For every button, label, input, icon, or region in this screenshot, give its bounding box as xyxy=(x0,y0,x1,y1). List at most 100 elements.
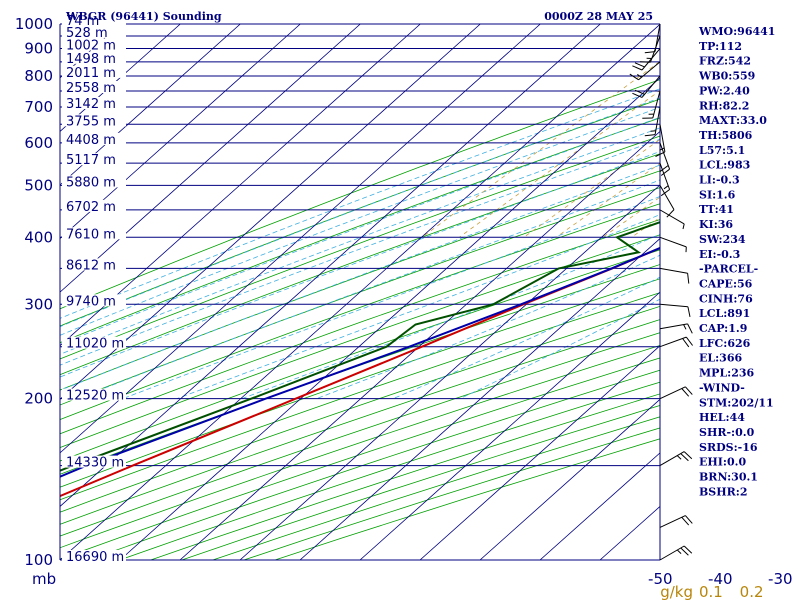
height-label-bg xyxy=(62,199,126,212)
mixing-ratio-tick-label: 0.2 xyxy=(740,583,764,600)
stability-index: -WIND- xyxy=(699,381,745,394)
mixing-ratio-line xyxy=(523,138,660,238)
wind-barb-staff xyxy=(659,323,688,330)
stability-index: CAP:1.9 xyxy=(699,322,747,335)
wind-barb-flag xyxy=(644,134,656,137)
pressure-label: 700 xyxy=(24,98,53,116)
isotherm xyxy=(479,398,660,560)
wind-barb-flag xyxy=(655,151,666,157)
stability-index: PW:2.40 xyxy=(699,84,750,97)
height-label: 12520 m xyxy=(66,389,124,404)
wind-barb-flag xyxy=(660,168,670,176)
stability-index: STM:202/11 xyxy=(699,396,774,409)
dewpoint-line xyxy=(60,221,660,472)
height-label: 1002 m xyxy=(66,39,116,54)
sounding-time: 0000Z 28 MAY 25 xyxy=(544,10,653,23)
stability-index: LCL:983 xyxy=(699,159,750,172)
dry-adiabat xyxy=(119,381,660,560)
isotherm xyxy=(60,24,660,560)
height-label: 11020 m xyxy=(66,337,124,352)
height-label: 74 m xyxy=(66,14,99,29)
moist-adiabat xyxy=(77,179,660,399)
wind-barb-staff xyxy=(659,545,685,561)
height-label-bg xyxy=(62,51,126,64)
wind-barb-flag xyxy=(644,51,656,54)
stability-index: TT:41 xyxy=(699,203,734,216)
height-label-bg xyxy=(62,81,126,93)
mixing-ratio-unit-label: g/kg xyxy=(660,583,693,600)
height-labels: 16690 m 14330 m 12520 m 11020 m 9740 m 8612 m… xyxy=(62,14,126,565)
isotherm xyxy=(60,24,541,454)
height-label-bg xyxy=(62,455,126,468)
wind-barb xyxy=(655,124,666,157)
wind-barb-half-flag xyxy=(659,147,665,151)
height-label-bg xyxy=(62,175,126,188)
temperature-axis-labels: -50-40-30-20-10010203040C xyxy=(648,570,793,588)
isotherm xyxy=(179,130,660,560)
stability-index: CINH:76 xyxy=(699,292,753,305)
stability-index: KI:36 xyxy=(699,218,733,231)
wind-barb-half-flag xyxy=(663,185,669,190)
pressure-label: 600 xyxy=(24,134,53,152)
pressure-label: 500 xyxy=(24,176,53,194)
wind-barb-flag xyxy=(666,209,675,218)
height-label: 9740 m xyxy=(66,294,116,309)
wind-barb xyxy=(659,185,675,218)
isotherm xyxy=(119,77,660,560)
temperature-tick-label: -50 xyxy=(648,570,673,588)
wind-barb xyxy=(659,451,693,467)
height-label-bg xyxy=(62,114,126,127)
wind-barb-half-flag xyxy=(676,455,682,460)
height-label-bg xyxy=(62,258,126,271)
pressure-label: 200 xyxy=(24,390,53,408)
stability-index: BRN:30.1 xyxy=(699,471,758,484)
isotherm xyxy=(299,238,660,560)
station-title: WBGR (96441) Sounding xyxy=(65,10,222,23)
wind-barb-staff xyxy=(659,236,687,248)
wind-barb-staff xyxy=(641,75,661,98)
wind-barb-half-flag xyxy=(676,549,682,554)
wind-barb-staff xyxy=(652,90,661,119)
moist-adiabat xyxy=(122,196,660,399)
wind-barb-flag xyxy=(687,323,693,334)
wind-barb xyxy=(644,23,661,54)
wind-barb xyxy=(629,61,661,81)
wind-barb-staff xyxy=(654,106,661,135)
height-label: 2011 m xyxy=(66,66,116,81)
height-label: 16690 m xyxy=(66,550,124,565)
wind-barb-half-flag xyxy=(637,73,642,78)
wind-barb-flag xyxy=(660,189,670,197)
moist-adiabat xyxy=(60,164,660,391)
wind-barb-flag xyxy=(687,306,691,318)
wind-barb-half-flag xyxy=(682,223,685,230)
moist-adiabat xyxy=(60,151,660,378)
isotherm xyxy=(60,24,241,186)
wind-barb xyxy=(659,545,693,561)
dry-adiabat xyxy=(88,369,660,560)
pressure-label: 300 xyxy=(24,295,53,313)
stability-index: -PARCEL- xyxy=(699,263,758,276)
wind-barb-staff xyxy=(654,23,661,52)
pressure-unit-label: mb xyxy=(32,570,56,588)
pressure-label: 400 xyxy=(24,228,53,246)
wind-barb-flag xyxy=(683,545,693,554)
isotherm xyxy=(60,24,481,400)
height-label: 2558 m xyxy=(66,81,116,96)
wind-barb-staff xyxy=(659,515,686,528)
wind-barb-staff xyxy=(659,142,671,170)
wind-barb-flag xyxy=(685,336,693,346)
wind-barb xyxy=(644,106,661,137)
wind-barb xyxy=(659,336,693,348)
wind-barb-staff xyxy=(659,162,671,190)
sounding-curves xyxy=(60,221,660,498)
stability-index: HEL:44 xyxy=(699,411,745,424)
wind-barb-staff xyxy=(659,124,666,152)
wind-barb xyxy=(659,162,671,197)
wind-barb xyxy=(659,323,693,334)
wind-barb-flag xyxy=(685,386,693,395)
temperature-tick-label: -40 xyxy=(708,570,733,588)
isotherm-lines xyxy=(60,24,660,560)
wind-barb-flag xyxy=(629,73,639,81)
dry-adiabat xyxy=(60,357,660,560)
